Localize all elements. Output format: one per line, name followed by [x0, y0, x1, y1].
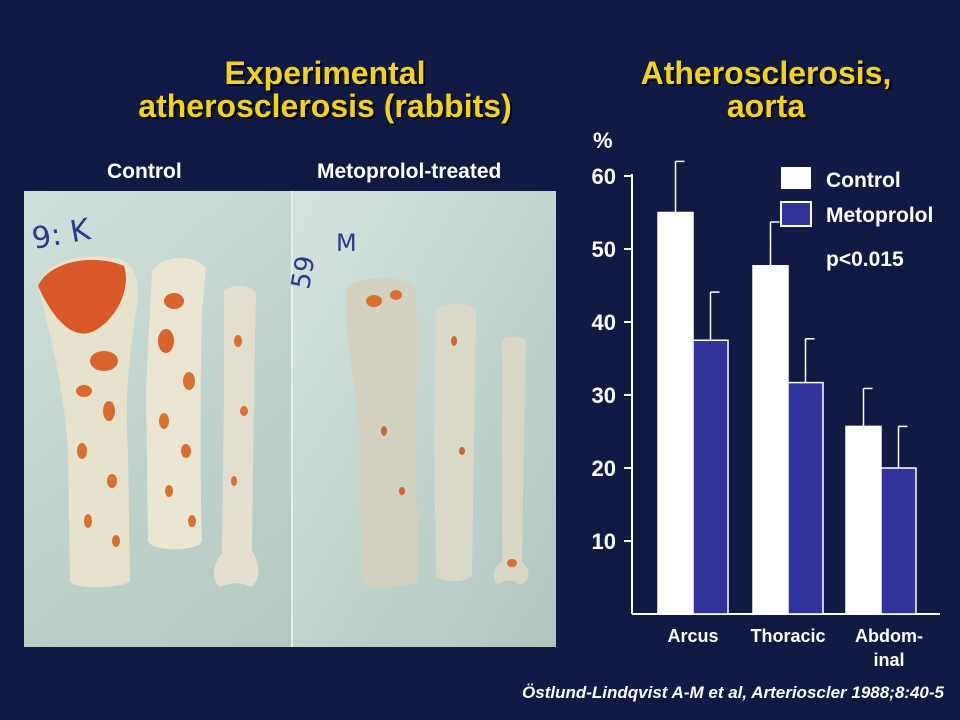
control-aorta-arcus — [38, 256, 139, 588]
y-tick-label: 50 — [592, 237, 616, 262]
title-left-line1: Experimental — [224, 55, 426, 91]
treated-aorta-arcus — [345, 277, 418, 587]
control-aorta-abdominal — [214, 285, 259, 587]
x-category-label: Arcus — [667, 626, 718, 646]
bar-metoprolol-1 — [787, 381, 824, 615]
y-axis-unit: % — [593, 128, 613, 153]
control-aorta-thoracic — [146, 258, 206, 550]
bar-control-0 — [657, 211, 694, 615]
title-atherosclerosis-aorta: Atherosclerosis, aorta — [596, 57, 936, 123]
title-left-line2: atherosclerosis (rabbits) — [138, 88, 512, 124]
legend-swatch-control — [781, 167, 811, 189]
title-experimental-atherosclerosis: Experimental atherosclerosis (rabbits) — [90, 57, 560, 123]
legend-label-metoprolol: Metoprolol — [826, 204, 933, 227]
y-tick-label: 20 — [592, 456, 616, 481]
y-tick-label: 10 — [592, 529, 616, 554]
bar-control-1 — [752, 265, 789, 615]
bar-metoprolol-0 — [692, 339, 729, 615]
citation: Östlund-Lindqvist A-M et al, Arterioscle… — [522, 683, 944, 702]
treated-aorta-abdominal — [493, 336, 529, 585]
aorta-specimen-photo: 9: K 59 M — [24, 191, 556, 647]
title-right-line2: aorta — [726, 88, 806, 124]
legend-swatch-metoprolol — [780, 201, 812, 227]
p-value-annotation: p<0.015 — [826, 248, 904, 271]
y-tick-label: 60 — [592, 164, 616, 189]
x-category-label: inal — [873, 650, 904, 670]
y-tick-label: 40 — [592, 310, 616, 335]
specimen-mark-treated-letter: M — [336, 229, 357, 257]
x-category-label: Abdom- — [855, 626, 923, 646]
y-tick-label: 30 — [592, 383, 616, 408]
x-category-label: Thoracic — [750, 626, 825, 646]
bar-control-2 — [845, 425, 882, 615]
treated-aorta-thoracic — [434, 303, 476, 582]
title-right-line1: Atherosclerosis, — [640, 55, 892, 91]
specimen-mark-treated-number: 59 — [286, 254, 321, 292]
photo-label-metoprolol-treated: Metoprolol-treated — [317, 160, 502, 183]
photo-label-control: Control — [107, 160, 182, 183]
bar-metoprolol-2 — [880, 467, 917, 615]
legend-label-control: Control — [826, 169, 901, 192]
